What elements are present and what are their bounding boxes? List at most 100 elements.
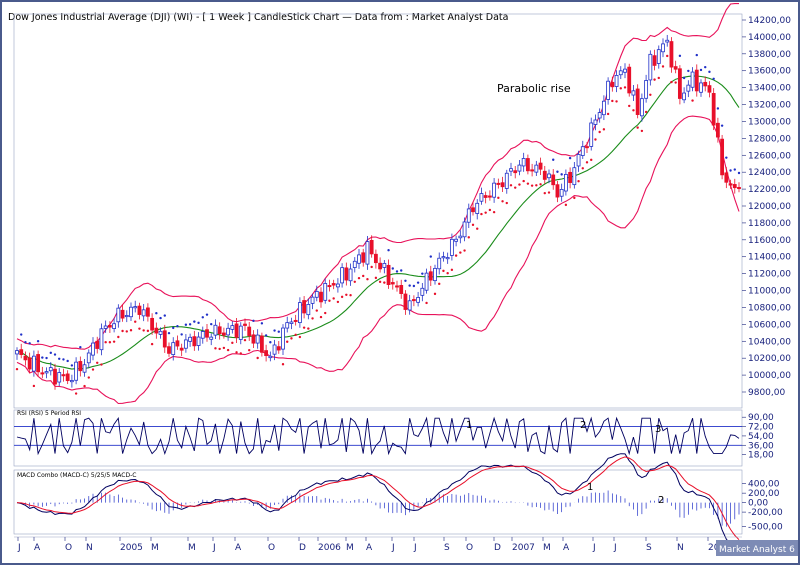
sar-dot — [695, 53, 698, 57]
candle-body — [331, 283, 336, 286]
sar-dot — [632, 109, 635, 112]
sar-dot — [357, 276, 361, 280]
candle-body — [234, 323, 239, 338]
candle-body — [669, 41, 674, 68]
sar-dot — [15, 367, 19, 371]
candle-body — [91, 342, 95, 356]
candle-body — [124, 315, 129, 318]
sar-dot — [340, 295, 344, 299]
candle-body — [724, 172, 729, 183]
sar-dot — [712, 77, 715, 80]
x-tick-label: J — [17, 543, 21, 553]
sar-dot — [222, 346, 226, 350]
sar-dot — [184, 323, 188, 326]
sar-dot — [324, 311, 327, 315]
sar-dot — [49, 351, 52, 355]
sar-dot — [290, 337, 293, 340]
rsi-tick-label: 36,00 — [748, 441, 774, 451]
candle-body — [344, 267, 349, 281]
candle-body — [116, 307, 121, 323]
candle-body — [538, 162, 543, 170]
sar-dot — [159, 316, 162, 320]
candle-body — [715, 122, 720, 138]
candle-body — [175, 340, 180, 347]
candle-body — [572, 167, 577, 186]
sar-dot — [619, 87, 622, 90]
candle-body — [534, 164, 539, 173]
sar-dot — [476, 227, 479, 230]
candle-body — [496, 182, 501, 185]
sar-dot — [256, 356, 259, 360]
candle-body — [378, 262, 383, 270]
macd-wave-label-2: 2 — [658, 495, 664, 506]
candle-body — [310, 296, 315, 304]
sar-dot — [41, 356, 44, 359]
macd-wave-label-1: 1 — [587, 482, 593, 493]
sar-dot — [214, 347, 217, 350]
candle-body — [103, 325, 108, 329]
candle-body — [48, 367, 53, 372]
candle-body — [352, 260, 357, 268]
sar-dot — [83, 384, 86, 388]
candle-body — [247, 326, 252, 337]
candle-body — [243, 323, 247, 326]
sar-dot — [307, 327, 310, 330]
x-tick-label: O — [65, 543, 72, 553]
sar-dot — [687, 69, 690, 73]
sar-dot — [91, 368, 95, 371]
candle-body — [428, 271, 433, 281]
candle-body — [53, 368, 57, 385]
sar-dot — [649, 93, 652, 96]
candle-body — [694, 69, 699, 92]
candle-body — [196, 336, 201, 346]
sar-dot — [539, 183, 542, 186]
candle-body — [205, 329, 209, 338]
candle-body — [314, 290, 319, 298]
candle-body — [597, 112, 602, 119]
sar-dot — [670, 80, 673, 84]
sar-dot — [24, 340, 27, 344]
candle-body — [686, 84, 691, 92]
sar-dot — [497, 196, 500, 200]
candle-body — [217, 326, 222, 335]
candle-body — [555, 184, 560, 198]
candle-body — [188, 336, 193, 342]
candle-body — [635, 88, 640, 115]
sar-dot — [691, 99, 694, 102]
candle-body — [221, 332, 226, 336]
candle-body — [530, 169, 535, 172]
candle-body — [483, 195, 488, 198]
x-tick-label: M — [543, 543, 551, 553]
sar-dot — [374, 276, 378, 280]
sar-dot — [74, 392, 78, 395]
candle-body — [297, 302, 302, 324]
sar-dot — [378, 280, 382, 284]
candle-body — [150, 317, 155, 331]
x-tick-label: J — [592, 543, 596, 553]
candle-body — [361, 252, 366, 263]
sar-dot — [442, 269, 445, 273]
annotation-parabolic-rise: Parabolic rise — [497, 82, 571, 95]
sar-dot — [514, 186, 517, 189]
x-tick-label: S — [646, 543, 652, 553]
macd-line — [16, 453, 740, 549]
candle-body — [568, 171, 573, 183]
candle-body — [200, 331, 205, 339]
sar-dot — [666, 54, 669, 58]
candle-body — [369, 240, 374, 255]
candle-body — [357, 254, 361, 264]
candle-body — [213, 324, 218, 336]
sar-dot — [332, 297, 335, 300]
candle-body — [416, 297, 421, 303]
sar-dot — [425, 301, 428, 305]
candle-body — [648, 53, 653, 81]
candle-body — [137, 305, 142, 315]
candle-body — [82, 364, 87, 373]
sar-dot — [733, 168, 736, 171]
sar-dot — [163, 314, 166, 317]
candle-body — [504, 172, 509, 189]
sar-dot — [598, 130, 601, 134]
candle-body — [673, 66, 678, 70]
macd-tick-label: 0,00 — [748, 499, 768, 509]
sar-dot — [269, 341, 272, 344]
